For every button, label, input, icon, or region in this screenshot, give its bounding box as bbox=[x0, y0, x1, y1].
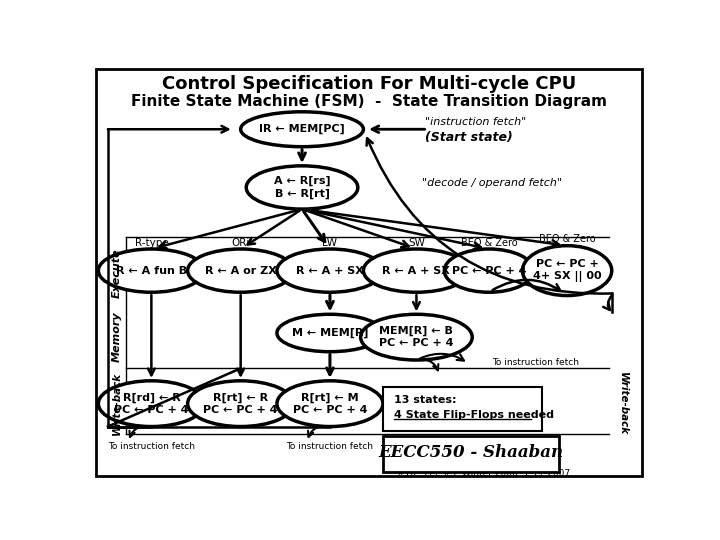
Text: Finite State Machine (FSM)  -  State Transition Diagram: Finite State Machine (FSM) - State Trans… bbox=[131, 94, 607, 109]
Text: Write-back: Write-back bbox=[618, 372, 628, 435]
Text: Control Specification For Multi-cycle CPU: Control Specification For Multi-cycle CP… bbox=[162, 75, 576, 92]
Text: To instruction fetch: To instruction fetch bbox=[492, 357, 579, 367]
Text: Memory: Memory bbox=[112, 312, 122, 362]
Text: MEM[R] ← B
PC ← PC + 4: MEM[R] ← B PC ← PC + 4 bbox=[379, 326, 454, 348]
Text: To instruction fetch: To instruction fetch bbox=[108, 442, 195, 451]
Ellipse shape bbox=[277, 314, 383, 352]
Text: "instruction fetch": "instruction fetch" bbox=[425, 117, 526, 127]
Ellipse shape bbox=[277, 381, 383, 427]
Ellipse shape bbox=[99, 381, 204, 427]
Text: To instruction fetch: To instruction fetch bbox=[287, 442, 374, 451]
Text: 4 State Flip-Flops needed: 4 State Flip-Flops needed bbox=[394, 410, 554, 420]
Text: (Start state): (Start state) bbox=[425, 131, 513, 144]
Text: R ← A + SX: R ← A + SX bbox=[296, 266, 364, 275]
Text: A ← R[rs]
B ← R[rt]: A ← R[rs] B ← R[rt] bbox=[274, 176, 330, 199]
Text: R ← A + SX: R ← A + SX bbox=[382, 266, 451, 275]
Text: Execute: Execute bbox=[112, 248, 122, 298]
Text: BEQ &̅ Zero: BEQ &̅ Zero bbox=[461, 238, 517, 248]
Text: BEQ & Zero: BEQ & Zero bbox=[539, 234, 595, 245]
Text: R ← A fun B: R ← A fun B bbox=[116, 266, 187, 275]
Text: 13 states:: 13 states: bbox=[394, 395, 456, 404]
FancyBboxPatch shape bbox=[96, 69, 642, 476]
Text: R ← A or ZX: R ← A or ZX bbox=[204, 266, 276, 275]
Ellipse shape bbox=[364, 249, 469, 292]
Text: Write-back: Write-back bbox=[112, 372, 122, 435]
Text: R[rd] ← R
PC ← PC + 4: R[rd] ← R PC ← PC + 4 bbox=[114, 393, 189, 415]
Text: LW: LW bbox=[323, 238, 338, 248]
Text: R-type: R-type bbox=[135, 238, 168, 248]
Ellipse shape bbox=[188, 249, 294, 292]
FancyBboxPatch shape bbox=[383, 387, 542, 431]
Text: IR ← MEM[PC]: IR ← MEM[PC] bbox=[259, 124, 345, 134]
Text: "decode / operand fetch": "decode / operand fetch" bbox=[422, 178, 562, 188]
Text: PC ← PC +
4+ SX || 00: PC ← PC + 4+ SX || 00 bbox=[533, 259, 601, 282]
Text: ORi: ORi bbox=[231, 238, 250, 248]
Text: #16   Lec #5  Winter 2006  1-11-2007: #16 Lec #5 Winter 2006 1-11-2007 bbox=[397, 469, 570, 477]
Text: R[rt] ← R
PC ← PC + 4: R[rt] ← R PC ← PC + 4 bbox=[204, 393, 278, 415]
Ellipse shape bbox=[444, 249, 534, 292]
Ellipse shape bbox=[246, 166, 358, 209]
Ellipse shape bbox=[99, 249, 204, 292]
Text: M ← MEM[R]: M ← MEM[R] bbox=[292, 328, 368, 338]
Text: SW: SW bbox=[408, 238, 425, 248]
FancyBboxPatch shape bbox=[383, 436, 559, 472]
Text: R[rt] ← M
PC ← PC + 4: R[rt] ← M PC ← PC + 4 bbox=[293, 393, 367, 415]
Ellipse shape bbox=[240, 112, 364, 147]
Text: PC ← PC + 4: PC ← PC + 4 bbox=[451, 266, 526, 275]
Ellipse shape bbox=[361, 314, 472, 360]
Ellipse shape bbox=[523, 246, 612, 295]
Ellipse shape bbox=[188, 381, 294, 427]
Ellipse shape bbox=[277, 249, 383, 292]
Text: EECC550 - Shaaban: EECC550 - Shaaban bbox=[379, 444, 564, 461]
